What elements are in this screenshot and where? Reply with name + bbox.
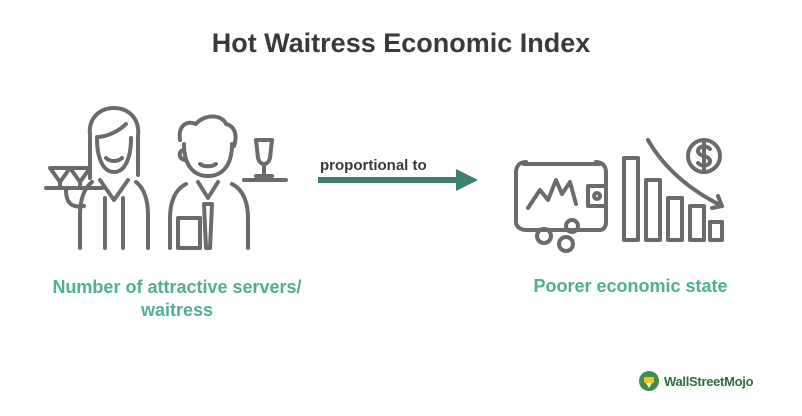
waiter-icon (168, 114, 288, 250)
arrow-label: proportional to (320, 157, 427, 174)
brand-name: WallStreetMojo (664, 373, 754, 389)
declining-bar-chart-icon (622, 138, 724, 242)
left-caption: Number of attractive servers/ waitress (52, 277, 302, 320)
dollar-coin-icon (686, 138, 722, 174)
waitress-icon (44, 106, 150, 250)
empty-wallet-icon (514, 160, 608, 253)
right-caption: Poorer economic state (533, 276, 728, 296)
brand-logo: WallStreetMojo (638, 370, 754, 392)
page-title: Hot Waitress Economic Index (211, 28, 591, 58)
wallstreetmojo-logo-icon (639, 371, 659, 391)
right-arrow-icon (318, 169, 478, 191)
